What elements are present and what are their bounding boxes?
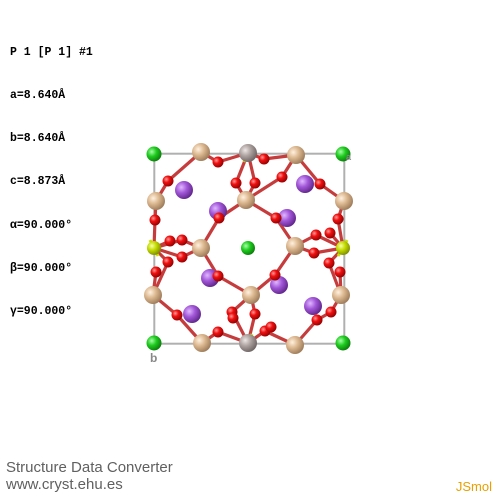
silicon-atom — [192, 143, 210, 161]
oxygen-atom — [171, 309, 183, 321]
oxygen-atom — [212, 326, 224, 338]
oxygen-atom — [162, 256, 174, 268]
oxygen-atom — [323, 257, 335, 269]
oxygen-atom — [162, 175, 174, 187]
oxygen-atom — [213, 212, 225, 224]
silicon-atom — [193, 334, 211, 352]
chlorine-atom — [146, 146, 162, 162]
sodium-atom — [278, 209, 296, 227]
oxygen-atom — [258, 153, 270, 165]
jsmol-logo[interactable]: JSmol — [455, 479, 492, 494]
chlorine-atom — [146, 335, 162, 351]
oxygen-atom — [149, 214, 161, 226]
oxygen-atom — [332, 213, 344, 225]
silicon-atom — [144, 286, 162, 304]
cell-c-label: c=8.873Å — [10, 175, 66, 189]
sodium-atom — [175, 181, 193, 199]
cell-alpha-label: α=90.000° — [10, 218, 73, 232]
cell-a-label: a=8.640Å — [10, 89, 66, 103]
silicon-atom — [147, 192, 165, 210]
silicon-atom — [287, 146, 305, 164]
oxygen-atom — [324, 227, 336, 239]
oxygen-atom — [227, 312, 239, 324]
oxygen-atom — [269, 269, 281, 281]
silicon-atom — [242, 286, 260, 304]
oxygen-atom — [334, 266, 346, 278]
oxygen-atom — [212, 156, 224, 168]
aluminium-atom — [239, 144, 257, 162]
chlorine-atom — [241, 241, 255, 255]
sodium-atom — [270, 276, 288, 294]
oxygen-atom — [164, 235, 176, 247]
sodium-atom — [304, 297, 322, 315]
silicon-atom — [286, 237, 304, 255]
cell-b-label: b=8.640Å — [10, 132, 66, 146]
footer-credits: Structure Data Converter www.cryst.ehu.e… — [6, 459, 173, 493]
oxygen-atom — [249, 177, 261, 189]
silicon-atom — [332, 286, 350, 304]
oxygen-atom — [311, 314, 323, 326]
cell-beta-label: β=90.000° — [10, 261, 73, 275]
oxygen-atom — [176, 234, 188, 246]
oxygen-atom — [265, 321, 277, 333]
atom-layer — [144, 143, 353, 354]
oxygen-atom — [249, 308, 261, 320]
silicon-atom — [335, 192, 353, 210]
axis-label-b: b — [150, 351, 157, 365]
space-group-label: P 1 [P 1] #1 — [10, 45, 93, 59]
cell-gamma-label: γ=90.000° — [10, 305, 73, 319]
oxygen-atom — [150, 266, 162, 278]
oxygen-atom — [270, 212, 282, 224]
oxygen-atom — [176, 251, 188, 263]
sulfur-atom — [336, 241, 350, 255]
oxygen-atom — [212, 270, 224, 282]
oxygen-atom — [314, 178, 326, 190]
footer-url[interactable]: www.cryst.ehu.es — [6, 476, 123, 493]
silicon-atom — [192, 239, 210, 257]
footer-title: Structure Data Converter — [6, 459, 173, 476]
axis-label-a: a — [346, 152, 352, 162]
oxygen-atom — [276, 171, 288, 183]
oxygen-atom — [310, 229, 322, 241]
chlorine-atom — [335, 335, 351, 351]
oxygen-atom — [308, 247, 320, 259]
oxygen-atom — [230, 177, 242, 189]
silicon-atom — [286, 336, 304, 354]
sodium-atom — [183, 305, 201, 323]
sulfur-atom — [147, 241, 161, 255]
sodium-atom — [296, 175, 314, 193]
oxygen-atom — [325, 306, 337, 318]
chlorine-atom — [335, 146, 351, 162]
aluminium-atom — [239, 334, 257, 352]
silicon-atom — [237, 191, 255, 209]
cell-parameters-panel: P 1 [P 1] #1 a=8.640Å b=8.640Å c=8.873Å … — [10, 17, 93, 334]
